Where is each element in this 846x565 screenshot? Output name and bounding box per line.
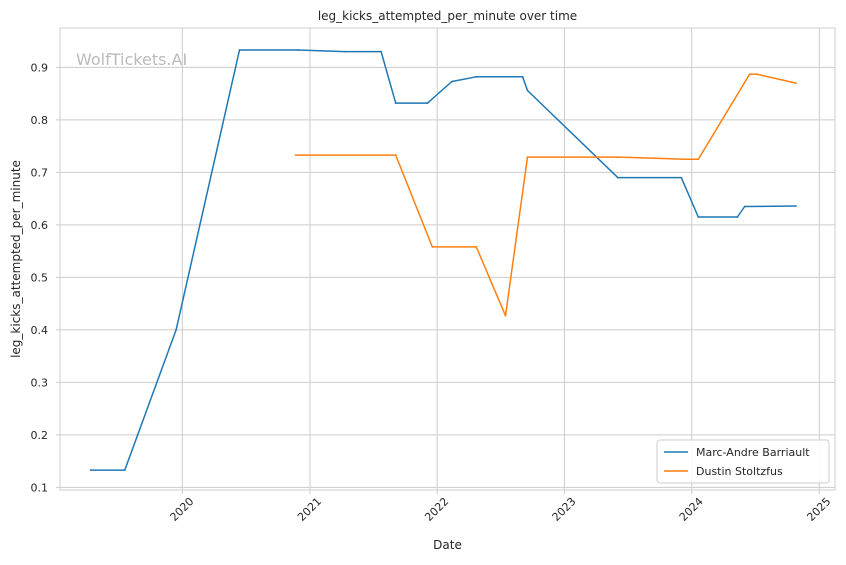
data-point-dustin-stoltzfus: [756, 73, 758, 76]
data-point-marc-andre-barriault: [475, 75, 478, 78]
data-point-marc-andre-barriault: [450, 80, 453, 83]
x-axis-title: Date: [433, 538, 462, 552]
grid-layer: [60, 28, 835, 490]
series-line-dustin-stoltzfus: [295, 73, 797, 317]
x-tick-label: 2022: [422, 495, 451, 524]
y-tick-label: 0.2: [31, 429, 49, 442]
y-tick-label: 0.7: [31, 166, 49, 179]
data-point-marc-andre-barriault: [175, 328, 177, 331]
x-tick-label: 2023: [550, 495, 579, 524]
data-point-dustin-stoltzfus: [294, 154, 297, 156]
data-point-dustin-stoltzfus: [526, 156, 529, 159]
legend-label-marc-andre-barriault: Marc-Andre Barriault: [696, 446, 810, 459]
data-point-marc-andre-barriault: [795, 205, 797, 207]
data-point-marc-andre-barriault: [89, 469, 92, 471]
y-axis-title: leg_kicks_attempted_per_minute: [9, 160, 23, 358]
plot-background: [60, 28, 835, 490]
x-tick-label: 2024: [677, 495, 706, 524]
data-point-marc-andre-barriault: [697, 216, 700, 218]
data-point-dustin-stoltzfus: [431, 246, 434, 248]
data-point-marc-andre-barriault: [238, 49, 241, 51]
y-tick-label: 0.8: [31, 114, 49, 127]
x-tick-label: 2021: [295, 495, 324, 524]
data-point-dustin-stoltzfus: [685, 158, 688, 161]
y-tick-label: 0.9: [31, 61, 49, 74]
data-point-dustin-stoltzfus: [475, 246, 478, 248]
legend: Marc-Andre Barriault Dustin Stoltzfus: [656, 439, 830, 484]
series-layer: [89, 49, 797, 471]
data-point-marc-andre-barriault: [343, 50, 346, 53]
data-point-dustin-stoltzfus: [504, 314, 507, 317]
data-point-marc-andre-barriault: [380, 50, 382, 53]
data-point-marc-andre-barriault: [680, 176, 683, 179]
data-point-dustin-stoltzfus: [795, 82, 797, 85]
data-point-marc-andre-barriault: [526, 89, 529, 92]
y-tick-label: 0.6: [31, 219, 49, 232]
data-point-marc-andre-barriault: [394, 102, 397, 104]
y-tick-label: 0.5: [31, 271, 49, 284]
plot-frame: [59, 27, 836, 491]
data-point-marc-andre-barriault: [426, 102, 429, 104]
data-point-dustin-stoltzfus: [697, 158, 700, 161]
chart-title: leg_kicks_attempted_per_minute over time: [318, 9, 577, 23]
y-tick-label: 0.4: [31, 324, 49, 337]
data-point-dustin-stoltzfus: [394, 154, 397, 156]
data-point-marc-andre-barriault: [743, 205, 746, 208]
legend-box: [656, 439, 830, 484]
data-point-marc-andre-barriault: [297, 49, 300, 51]
x-tick-label: 2020: [167, 495, 196, 524]
legend-label-dustin-stoltzfus: Dustin Stoltzfus: [696, 465, 783, 478]
x-tick-label: 2025: [804, 495, 833, 524]
data-point-marc-andre-barriault: [736, 216, 739, 218]
data-point-marc-andre-barriault: [521, 75, 524, 78]
data-point-marc-andre-barriault: [616, 176, 619, 179]
data-point-marc-andre-barriault: [123, 469, 126, 471]
y-tick-label: 0.3: [31, 376, 49, 389]
watermark: WolfTickets.AI: [76, 50, 187, 69]
data-point-dustin-stoltzfus: [616, 156, 619, 159]
data-point-dustin-stoltzfus: [748, 73, 751, 76]
y-tick-label: 0.1: [31, 481, 49, 494]
